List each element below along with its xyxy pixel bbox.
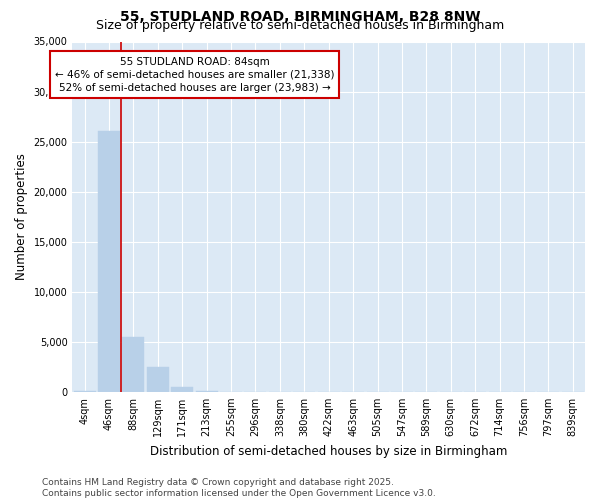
Bar (171, 387, 193, 392)
Y-axis label: Number of properties: Number of properties (15, 153, 28, 280)
Text: 55 STUDLAND ROAD: 84sqm
← 46% of semi-detached houses are smaller (21,338)
52% o: 55 STUDLAND ROAD: 84sqm ← 46% of semi-de… (55, 56, 334, 93)
Text: Size of property relative to semi-detached houses in Birmingham: Size of property relative to semi-detach… (96, 18, 504, 32)
X-axis label: Distribution of semi-detached houses by size in Birmingham: Distribution of semi-detached houses by … (150, 444, 508, 458)
Bar (147, 367, 169, 392)
Text: Contains HM Land Registry data © Crown copyright and database right 2025.
Contai: Contains HM Land Registry data © Crown c… (42, 478, 436, 498)
Text: 55, STUDLAND ROAD, BIRMINGHAM, B28 8NW: 55, STUDLAND ROAD, BIRMINGHAM, B28 8NW (120, 10, 480, 24)
Bar (98, 130, 120, 392)
Bar (122, 337, 145, 392)
